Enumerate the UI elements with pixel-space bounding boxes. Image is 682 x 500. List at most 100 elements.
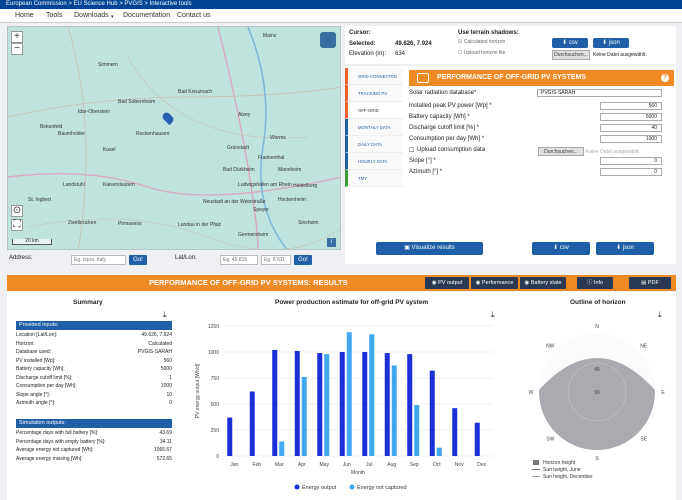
legend-label: Energy output: [302, 485, 337, 491]
tab-grid-connected[interactable]: GRID CONNECTED: [345, 68, 403, 85]
tab-monthly-data[interactable]: MONTHLY DATA: [345, 119, 403, 136]
bar-not-captured-may: [324, 354, 330, 456]
horizon-download-icon[interactable]: ⤓: [658, 310, 662, 319]
field-input[interactable]: 40: [600, 124, 662, 132]
bar-output-apr: [294, 350, 300, 456]
tab-pv-output[interactable]: ◉ PV output: [425, 277, 469, 289]
tab-daily-data[interactable]: DAILY DATA: [345, 136, 403, 153]
csv-label: csv: [568, 40, 578, 46]
field-label: Installed peak PV power [Wp] *: [409, 103, 492, 109]
terrain-label: Use terrain shadows:: [458, 30, 519, 36]
map-town-label: Hockenheim: [278, 197, 306, 203]
tab-info[interactable]: ⓘ Info: [577, 277, 613, 289]
summary-download-icon[interactable]: ⤓: [163, 310, 167, 319]
map-town-label: Mannheim: [278, 167, 302, 173]
lat-input[interactable]: [220, 255, 258, 265]
chart-download-icon[interactable]: ⤓: [491, 310, 495, 319]
help-icon[interactable]: ?: [661, 74, 669, 82]
bar-not-captured-sep: [414, 405, 420, 456]
x-tick-label: Jul: [366, 462, 372, 468]
map-town-label: St. Ingbert: [28, 197, 52, 203]
summary-value: 43.69: [159, 430, 172, 436]
bar-output-jun: [339, 352, 345, 456]
consumption-browse-button[interactable]: Durchsuchen...: [538, 147, 584, 156]
tab-battery-state[interactable]: ◉ Battery state: [520, 277, 566, 289]
bar-output-oct: [429, 370, 435, 456]
visualize-button[interactable]: ▣ Visualize results: [376, 242, 483, 255]
latlon-label: Lat/Lon:: [175, 255, 197, 261]
tab-hourly-data[interactable]: HOURLY DATA: [345, 153, 403, 170]
zoom-out-button[interactable]: −: [11, 43, 23, 55]
fullscreen-icon[interactable]: ⛶: [11, 219, 23, 231]
tab-info-label: Info: [593, 280, 604, 286]
compass-label: W: [529, 390, 534, 396]
x-tick-label: Oct: [433, 462, 441, 468]
summary-key: Horizon:: [16, 340, 35, 347]
offgrid-json-button[interactable]: ⬇ json: [596, 242, 654, 255]
top-bar: European Commission > EU Science Hub > P…: [0, 0, 682, 9]
bar-not-captured-apr: [301, 376, 307, 456]
horizon-browse-button[interactable]: Durchsuchen...: [552, 50, 590, 60]
field-label: Consumption per day [Wh] *: [409, 136, 485, 142]
consumption-file-status: Keine Datei ausgewählt.: [586, 149, 640, 155]
tab-tracking-pv[interactable]: TRACKING PV: [345, 85, 403, 102]
breadcrumb[interactable]: European Commission > EU Science Hub > P…: [6, 1, 192, 7]
latlon-go-button[interactable]: Go!: [294, 255, 312, 265]
summary-key: Battery capacity [Wh]:: [16, 366, 65, 372]
calc-horizon-radio[interactable]: ☑ Calculated horizon: [458, 39, 506, 45]
ring-label: 45: [594, 367, 600, 373]
field-input[interactable]: 0: [600, 157, 662, 165]
offgrid-title: PERFORMANCE OF OFF-GRID PV SYSTEMS: [437, 74, 586, 81]
summary-row: Discharge cutoff limit [%]: 1: [16, 374, 172, 382]
summary-key: Percentage days with empty battery [%]:: [16, 438, 106, 445]
menu-tools[interactable]: Tools: [46, 12, 63, 19]
field-input[interactable]: 1000: [600, 135, 662, 143]
field-input[interactable]: 560: [600, 102, 662, 110]
bar-output-may: [317, 353, 323, 456]
json-label: json: [608, 40, 620, 46]
layers-icon[interactable]: [320, 32, 336, 48]
zoom-in-button[interactable]: +: [11, 31, 23, 43]
x-tick-label: Mar: [275, 462, 284, 468]
lon-input[interactable]: [261, 255, 291, 265]
map-scale: 20 km: [12, 239, 52, 245]
address-bar: Address: Go! Lat/Lon: Go!: [7, 253, 341, 267]
compass-label: NE: [640, 343, 648, 349]
summary-key: Average energy not captured [Wh]:: [16, 447, 94, 453]
tab-performance[interactable]: ◉ Performance: [471, 277, 518, 289]
address-input[interactable]: [71, 255, 126, 265]
field-input[interactable]: 5000: [600, 113, 662, 121]
field-input[interactable]: 0: [600, 168, 662, 176]
db-select[interactable]: PVGIS-SARAH: [537, 89, 662, 97]
map-town-label: Kusel: [103, 147, 116, 153]
elevation-value: 634: [395, 51, 406, 57]
cursor-csv-button[interactable]: ⬇ csv: [552, 38, 588, 48]
info-icon[interactable]: i: [327, 238, 336, 247]
tab-tmy[interactable]: TMY: [345, 170, 403, 187]
tab-pdf[interactable]: ▤ PDF: [629, 277, 671, 289]
map-town-label: Rockenhausen: [136, 131, 170, 137]
cursor-json-button[interactable]: ⬇ json: [593, 38, 629, 48]
locate-icon[interactable]: ⊙: [11, 205, 23, 217]
menu-downloads[interactable]: Downloads: [74, 12, 109, 19]
y-tick-label: 0: [216, 454, 219, 460]
map[interactable]: Mainz Bad Kreuznach Idar-Oberstein Birkenfe…: [7, 26, 341, 250]
bar-output-jul: [362, 352, 368, 456]
selected-value: 49.626, 7.924: [395, 41, 432, 47]
offgrid-csv-button[interactable]: ⬇ csv: [532, 242, 590, 255]
menu-home[interactable]: Home: [15, 12, 34, 19]
address-go-button[interactable]: Go!: [129, 255, 147, 265]
tab-off-grid[interactable]: OFF-GRID: [345, 102, 403, 119]
cursor-label: Cursor:: [349, 30, 371, 36]
chevron-down-icon[interactable]: ▾: [111, 14, 114, 20]
results-title: PERFORMANCE OF OFF-GRID PV SYSTEMS: RESU…: [149, 278, 348, 287]
summary-key: Consumption per day [Wh]:: [16, 383, 77, 389]
menu-contact[interactable]: Contact us: [177, 12, 211, 19]
results-header: PERFORMANCE OF OFF-GRID PV SYSTEMS: RESU…: [7, 275, 676, 291]
menu-documentation[interactable]: Documentation: [123, 12, 171, 19]
upload-horizon-label: Upload horizon file: [463, 50, 506, 56]
upload-horizon-radio[interactable]: ☐ Upload horizon file: [458, 50, 506, 56]
chart-title: Power production estimate for off-grid P…: [275, 299, 429, 306]
upload-consumption-checkbox[interactable]: ☐: [409, 148, 415, 154]
x-tick-label: Jan: [230, 462, 238, 468]
